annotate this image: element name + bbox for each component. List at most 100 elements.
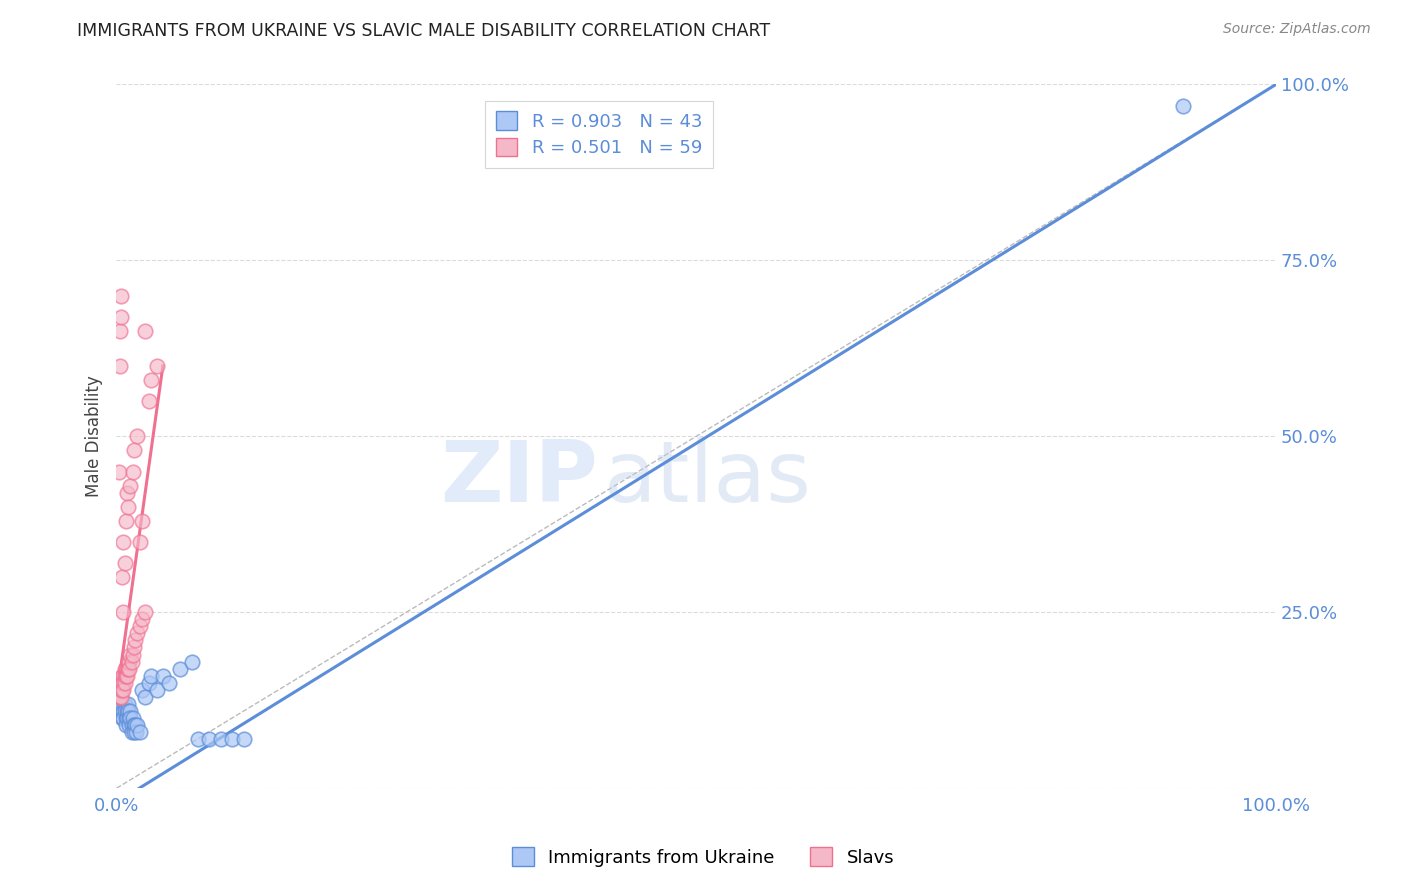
Point bbox=[108, 359, 131, 373]
Point bbox=[110, 288, 132, 302]
Point bbox=[120, 711, 142, 725]
Point bbox=[117, 662, 139, 676]
Point bbox=[118, 711, 141, 725]
Point bbox=[122, 443, 145, 458]
Point bbox=[107, 675, 129, 690]
Point bbox=[120, 478, 142, 492]
Point bbox=[141, 373, 163, 387]
Point bbox=[118, 655, 141, 669]
Point bbox=[121, 648, 143, 662]
Point bbox=[112, 605, 135, 619]
Point bbox=[118, 662, 141, 676]
Point bbox=[117, 704, 139, 718]
Point bbox=[118, 718, 141, 732]
Point bbox=[169, 662, 191, 676]
Point bbox=[108, 675, 131, 690]
Point bbox=[115, 711, 138, 725]
Text: IMMIGRANTS FROM UKRAINE VS SLAVIC MALE DISABILITY CORRELATION CHART: IMMIGRANTS FROM UKRAINE VS SLAVIC MALE D… bbox=[77, 22, 770, 40]
Text: Source: ZipAtlas.com: Source: ZipAtlas.com bbox=[1223, 22, 1371, 37]
Point bbox=[180, 655, 202, 669]
Point bbox=[131, 682, 153, 697]
Point bbox=[127, 429, 149, 443]
Point bbox=[110, 690, 132, 704]
Point bbox=[108, 682, 131, 697]
Point bbox=[131, 612, 153, 626]
Point bbox=[187, 731, 209, 746]
Point bbox=[128, 725, 150, 739]
Point bbox=[128, 535, 150, 549]
Point bbox=[112, 682, 135, 697]
Text: atlas: atlas bbox=[603, 437, 811, 520]
Point bbox=[111, 675, 134, 690]
Point bbox=[127, 626, 149, 640]
Point bbox=[120, 704, 142, 718]
Point bbox=[114, 718, 136, 732]
Point bbox=[127, 718, 149, 732]
Point bbox=[134, 324, 156, 338]
Point bbox=[114, 668, 136, 682]
Point bbox=[233, 731, 256, 746]
Point bbox=[111, 570, 134, 584]
Point bbox=[131, 514, 153, 528]
Point bbox=[117, 500, 139, 514]
Point bbox=[157, 675, 180, 690]
Point bbox=[108, 697, 131, 711]
Point bbox=[110, 675, 132, 690]
Point bbox=[114, 662, 136, 676]
Point bbox=[121, 725, 143, 739]
Point bbox=[114, 668, 136, 682]
Text: ZIP: ZIP bbox=[440, 437, 598, 520]
Point bbox=[1173, 98, 1195, 112]
Point bbox=[108, 465, 131, 479]
Point bbox=[117, 697, 139, 711]
Point bbox=[112, 704, 135, 718]
Point bbox=[121, 718, 143, 732]
Point bbox=[121, 465, 143, 479]
Point bbox=[141, 668, 163, 682]
Point bbox=[138, 394, 160, 409]
Point bbox=[122, 725, 145, 739]
Point bbox=[121, 655, 143, 669]
Point bbox=[146, 359, 169, 373]
Point bbox=[111, 697, 134, 711]
Point bbox=[108, 324, 131, 338]
Point bbox=[124, 718, 146, 732]
Point bbox=[117, 655, 139, 669]
Legend: Immigrants from Ukraine, Slavs: Immigrants from Ukraine, Slavs bbox=[505, 840, 901, 874]
Point bbox=[111, 668, 134, 682]
Point bbox=[128, 619, 150, 633]
Point bbox=[146, 682, 169, 697]
Point bbox=[108, 690, 131, 704]
Point bbox=[120, 648, 142, 662]
Point bbox=[112, 535, 135, 549]
Point bbox=[221, 731, 243, 746]
Point bbox=[114, 697, 136, 711]
Point bbox=[112, 675, 135, 690]
Point bbox=[114, 556, 136, 570]
Point bbox=[138, 675, 160, 690]
Point bbox=[114, 514, 136, 528]
Point bbox=[115, 662, 138, 676]
Point bbox=[114, 675, 136, 690]
Point bbox=[121, 711, 143, 725]
Point bbox=[108, 690, 131, 704]
Point bbox=[114, 662, 136, 676]
Point bbox=[112, 711, 135, 725]
Point bbox=[110, 310, 132, 324]
Point bbox=[198, 731, 221, 746]
Legend: R = 0.903   N = 43, R = 0.501   N = 59: R = 0.903 N = 43, R = 0.501 N = 59 bbox=[485, 101, 713, 168]
Point bbox=[111, 682, 134, 697]
Point bbox=[115, 668, 138, 682]
Point bbox=[209, 731, 232, 746]
Y-axis label: Male Disability: Male Disability bbox=[86, 376, 103, 497]
Point bbox=[110, 682, 132, 697]
Point bbox=[108, 690, 131, 704]
Point bbox=[114, 711, 136, 725]
Point bbox=[124, 633, 146, 648]
Point bbox=[134, 690, 156, 704]
Point bbox=[125, 725, 148, 739]
Point bbox=[112, 668, 135, 682]
Point bbox=[108, 682, 131, 697]
Point bbox=[122, 718, 145, 732]
Point bbox=[114, 704, 136, 718]
